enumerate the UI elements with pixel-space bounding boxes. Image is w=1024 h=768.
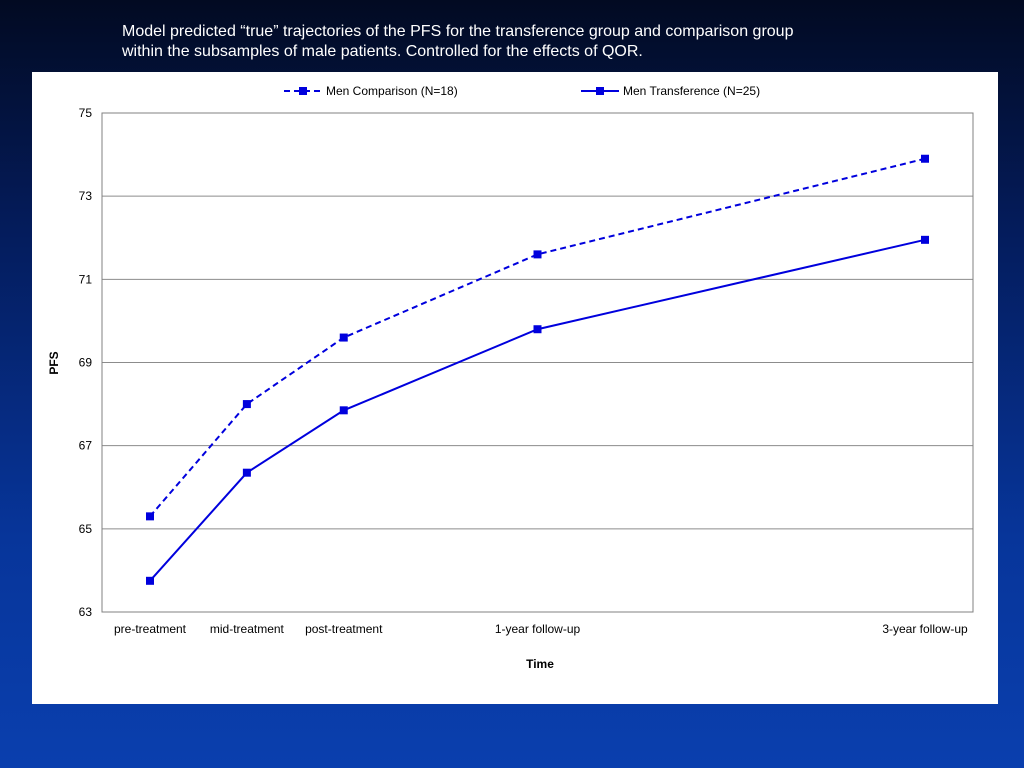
x-tick-label: 1-year follow-up	[495, 622, 581, 636]
y-tick-label: 73	[79, 189, 93, 203]
slide-title: Model predicted “true” trajectories of t…	[122, 22, 882, 62]
data-point	[146, 576, 154, 585]
series-men-transference	[146, 235, 929, 585]
chart-panel: 63 65 67 69 71 73 75 pre-treatment mid-treatmen…	[32, 72, 998, 704]
series-line	[149, 157, 926, 518]
legend-marker	[596, 87, 604, 95]
data-point	[242, 468, 251, 477]
legend-marker	[299, 87, 307, 95]
slide-title-line-2: within the subsamples of male patients. …	[122, 43, 643, 60]
data-point	[921, 154, 929, 163]
plot-area-frame	[101, 112, 974, 613]
series-men-comparison	[146, 154, 929, 521]
gridlines	[102, 195, 973, 530]
x-axis-ticks: pre-treatment mid-treatment post-treatment…	[114, 622, 968, 636]
y-axis-ticks: 63 65 67 69 71 73 75	[79, 106, 93, 619]
line-chart: 63 65 67 69 71 73 75 pre-treatment mid-treatmen…	[47, 84, 974, 671]
y-tick-label: 69	[79, 356, 93, 370]
data-point	[146, 512, 154, 521]
legend: Men Comparison (N=18) Men Transference (N…	[284, 84, 760, 98]
legend-label: Men Transference (N=25)	[623, 84, 760, 98]
series-layer	[146, 154, 929, 585]
legend-label: Men Comparison (N=18)	[326, 84, 458, 98]
data-point	[921, 235, 929, 244]
y-tick-label: 63	[79, 605, 93, 619]
legend-item: Men Comparison (N=18)	[284, 84, 458, 98]
y-tick-label: 67	[79, 439, 93, 453]
x-tick-label: mid-treatment	[210, 622, 285, 636]
slide-title-line-1: Model predicted “true” trajectories of t…	[122, 23, 794, 40]
data-point	[533, 250, 542, 259]
series-line	[149, 238, 926, 582]
legend-item: Men Transference (N=25)	[581, 84, 760, 98]
y-tick-label: 65	[79, 522, 93, 536]
data-point	[242, 400, 251, 409]
y-tick-label: 75	[79, 106, 93, 120]
data-point	[339, 333, 348, 342]
y-tick-label: 71	[79, 272, 93, 286]
x-tick-label: 3-year follow-up	[882, 622, 968, 636]
data-point	[339, 406, 348, 415]
x-tick-label: post-treatment	[305, 622, 383, 636]
data-point	[533, 325, 542, 334]
x-axis-title: Time	[526, 657, 554, 671]
x-tick-label: pre-treatment	[114, 622, 187, 636]
y-axis-title: PFS	[47, 351, 61, 374]
